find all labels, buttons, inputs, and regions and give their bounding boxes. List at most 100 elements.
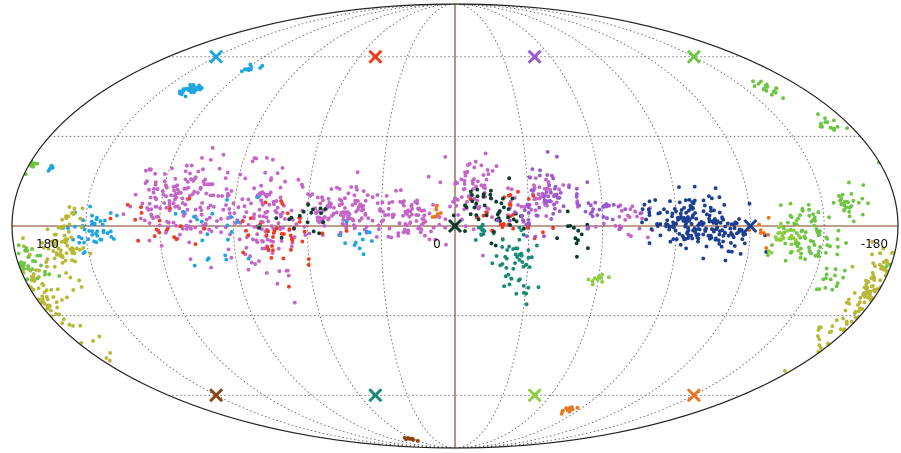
scatter-point bbox=[202, 182, 207, 187]
scatter-point bbox=[500, 237, 505, 242]
scatter-point bbox=[807, 245, 811, 250]
scatter-point bbox=[786, 220, 790, 225]
scatter-point bbox=[500, 245, 505, 249]
scatter-point bbox=[199, 85, 203, 90]
scatter-point bbox=[564, 406, 569, 411]
scatter-point bbox=[828, 277, 833, 282]
scatter-point bbox=[196, 169, 201, 174]
scatter-point bbox=[658, 211, 662, 215]
scatter-point bbox=[544, 214, 549, 218]
scatter-point bbox=[653, 198, 658, 202]
scatter-point bbox=[302, 224, 307, 229]
scatter-point bbox=[88, 251, 93, 256]
scatter-point bbox=[803, 257, 807, 262]
scatter-point bbox=[147, 238, 152, 243]
scatter-point bbox=[835, 281, 840, 286]
scatter-point bbox=[572, 226, 576, 230]
scatter-point bbox=[344, 226, 349, 230]
scatter-point bbox=[306, 263, 311, 267]
scatter-point bbox=[589, 203, 593, 208]
scatter-point bbox=[501, 196, 505, 201]
scatter-point bbox=[586, 246, 590, 251]
scatter-point bbox=[575, 192, 579, 196]
scatter-point bbox=[246, 233, 251, 238]
scatter-point bbox=[481, 194, 486, 199]
scatter-point bbox=[45, 306, 50, 311]
scatter-point bbox=[646, 235, 650, 240]
scatter-point bbox=[225, 198, 229, 202]
scatter-point bbox=[832, 118, 836, 123]
scatter-point bbox=[510, 196, 515, 201]
scatter-point bbox=[416, 226, 421, 231]
scatter-point bbox=[513, 252, 518, 257]
scatter-point bbox=[455, 198, 460, 202]
scatter-point bbox=[54, 251, 59, 256]
scatter-point bbox=[752, 84, 757, 89]
scatter-point bbox=[253, 262, 258, 266]
scatter-point bbox=[676, 215, 681, 220]
scatter-point bbox=[694, 216, 699, 221]
scatter-point bbox=[686, 236, 690, 241]
scatter-point bbox=[250, 159, 255, 164]
scatter-point bbox=[434, 207, 439, 212]
scatter-point bbox=[54, 238, 59, 243]
scatter-point bbox=[506, 272, 511, 277]
scatter-point bbox=[475, 194, 480, 199]
scatter-point bbox=[511, 217, 516, 222]
scatter-point bbox=[219, 230, 224, 235]
scatter-point bbox=[444, 242, 448, 247]
scatter-point bbox=[717, 210, 722, 215]
scatter-point bbox=[816, 210, 821, 215]
scatter-point bbox=[37, 268, 41, 273]
scatter-point bbox=[475, 198, 479, 203]
tick-labels: 180 0 -180 bbox=[36, 237, 888, 251]
scatter-point bbox=[56, 246, 61, 251]
scatter-point bbox=[517, 258, 522, 262]
scatter-point bbox=[184, 227, 189, 231]
scatter-point bbox=[701, 209, 706, 214]
scatter-point bbox=[270, 244, 274, 248]
scatter-point bbox=[557, 187, 561, 192]
scatter-point bbox=[409, 437, 413, 441]
scatter-point bbox=[549, 190, 553, 195]
scatter-point bbox=[743, 232, 748, 237]
scatter-point bbox=[35, 276, 40, 281]
scatter-point bbox=[321, 198, 325, 203]
scatter-point bbox=[862, 300, 867, 305]
scatter-point bbox=[350, 203, 355, 207]
scatter-point bbox=[662, 207, 666, 212]
scatter-point bbox=[239, 69, 244, 74]
scatter-point bbox=[809, 251, 813, 256]
scatter-point bbox=[71, 288, 76, 292]
scatter-point bbox=[140, 201, 145, 206]
scatter-point bbox=[835, 252, 840, 257]
scatter-point bbox=[41, 245, 46, 250]
scatter-point bbox=[147, 187, 151, 192]
scatter-point bbox=[169, 193, 174, 198]
scatter-point bbox=[361, 204, 366, 208]
scatter-point bbox=[171, 201, 176, 206]
scatter-point bbox=[505, 248, 510, 252]
scatter-point bbox=[720, 228, 725, 233]
scatter-point bbox=[283, 179, 287, 184]
scatter-point bbox=[682, 206, 686, 210]
scatter-point bbox=[869, 284, 874, 289]
scatter-point bbox=[816, 249, 821, 254]
scatter-point bbox=[195, 217, 199, 222]
scatter-point bbox=[164, 206, 169, 210]
scatter-point bbox=[350, 217, 355, 222]
scatter-point bbox=[422, 213, 427, 218]
scatter-point bbox=[370, 195, 375, 200]
scatter-point bbox=[633, 209, 638, 214]
scatter-point bbox=[488, 196, 493, 201]
scatter-point bbox=[66, 226, 70, 231]
scatter-point bbox=[224, 203, 228, 207]
scatter-point bbox=[40, 297, 45, 302]
scatter-point bbox=[221, 207, 226, 212]
scatter-point bbox=[266, 247, 271, 252]
scatter-point bbox=[311, 229, 316, 234]
scatter-point bbox=[198, 230, 203, 235]
scatter-point bbox=[149, 207, 154, 212]
scatter-point bbox=[149, 212, 154, 217]
scatter-point bbox=[51, 295, 56, 299]
